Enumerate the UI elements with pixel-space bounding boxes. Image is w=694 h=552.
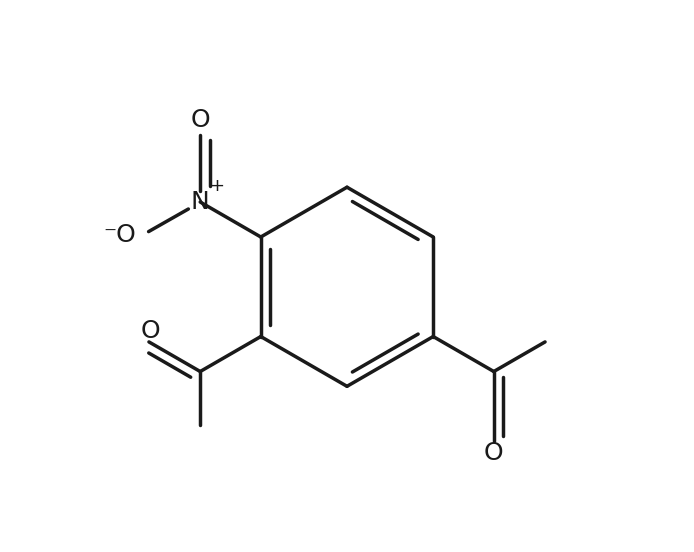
Text: O: O	[190, 108, 210, 132]
Text: O: O	[140, 319, 160, 343]
Text: +: +	[209, 177, 224, 195]
Text: N: N	[191, 190, 210, 214]
Text: O: O	[484, 441, 504, 465]
Text: ⁻O: ⁻O	[103, 224, 136, 247]
